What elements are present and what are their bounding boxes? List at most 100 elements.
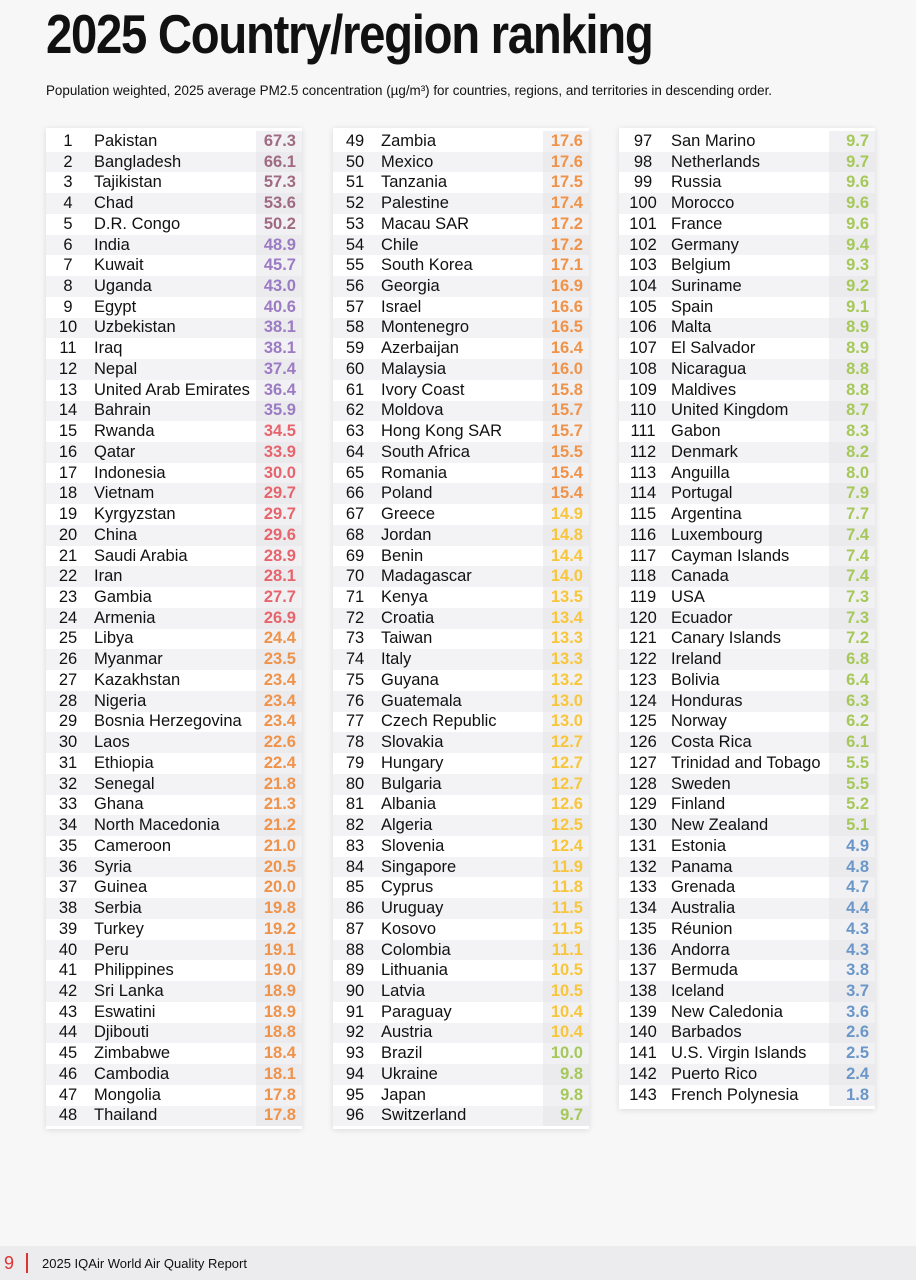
rank-cell: 38 bbox=[58, 899, 78, 918]
table-row: 3 Tajikistan 57.3 bbox=[46, 172, 302, 194]
rank-cell: 47 bbox=[58, 1085, 78, 1104]
rank-cell: 133 bbox=[629, 878, 657, 897]
rank-cell: 40 bbox=[58, 940, 78, 959]
table-row: 78 Slovakia 12.7 bbox=[333, 732, 589, 754]
table-row: 84 Singapore 11.9 bbox=[333, 856, 589, 878]
table-row: 106 Malta 8.9 bbox=[619, 317, 875, 339]
pm25-value: 10.4 bbox=[543, 1001, 589, 1023]
country-name: Sweden bbox=[671, 774, 731, 793]
table-row: 127 Trinidad and Tobago 5.5 bbox=[619, 753, 875, 774]
rank-cell: 117 bbox=[629, 546, 657, 565]
country-name: Pakistan bbox=[94, 131, 158, 150]
country-name: South Africa bbox=[381, 442, 470, 461]
table-row: 38 Serbia 19.8 bbox=[46, 898, 302, 919]
table-row: 123 Bolivia 6.4 bbox=[619, 670, 875, 691]
pm25-value: 15.8 bbox=[543, 379, 589, 401]
table-row: 57 Israel 16.6 bbox=[333, 296, 589, 318]
pm25-value: 1.8 bbox=[829, 1084, 875, 1106]
rank-cell: 13 bbox=[58, 380, 78, 399]
country-name: Japan bbox=[381, 1085, 426, 1104]
table-row: 77 Czech Republic 13.0 bbox=[333, 711, 589, 733]
country-name: Libya bbox=[94, 629, 134, 648]
rank-cell: 16 bbox=[58, 442, 78, 461]
table-row: 93 Brazil 10.0 bbox=[333, 1043, 589, 1065]
pm25-value: 10.5 bbox=[543, 960, 589, 982]
table-row: 118 Canada 7.4 bbox=[619, 566, 875, 588]
table-row: 75 Guyana 13.2 bbox=[333, 670, 589, 691]
table-row: 71 Kenya 13.5 bbox=[333, 587, 589, 608]
table-row: 124 Honduras 6.3 bbox=[619, 690, 875, 712]
country-name: Macau SAR bbox=[381, 214, 470, 233]
pm25-value: 66.1 bbox=[256, 151, 302, 173]
rank-cell: 8 bbox=[63, 277, 73, 295]
table-row: 128 Sweden 5.5 bbox=[619, 773, 875, 795]
table-row: 33 Ghana 21.3 bbox=[46, 794, 302, 816]
rank-cell: 71 bbox=[345, 588, 365, 607]
country-name: Bahrain bbox=[94, 401, 151, 420]
rank-cell: 114 bbox=[629, 484, 657, 503]
country-name: Gambia bbox=[94, 588, 152, 607]
table-row: 19 Kyrgyzstan 29.7 bbox=[46, 504, 302, 525]
country-name: Cyprus bbox=[381, 878, 434, 897]
country-name: Georgia bbox=[381, 277, 440, 295]
country-name: Canada bbox=[671, 567, 729, 586]
pm25-value: 6.3 bbox=[829, 690, 875, 712]
pm25-value: 9.8 bbox=[543, 1084, 589, 1106]
country-name: Turkey bbox=[94, 919, 144, 938]
rank-cell: 81 bbox=[345, 795, 365, 814]
rank-cell: 122 bbox=[629, 650, 657, 669]
pm25-value: 17.6 bbox=[543, 131, 589, 152]
table-row: 47 Mongolia 17.8 bbox=[46, 1084, 302, 1106]
pm25-value: 37.4 bbox=[256, 359, 302, 380]
table-row: 23 Gambia 27.7 bbox=[46, 587, 302, 608]
rank-cell: 130 bbox=[629, 816, 657, 835]
country-name: Nigeria bbox=[94, 691, 147, 710]
page-number: 9 bbox=[4, 1252, 15, 1273]
country-name: Gabon bbox=[671, 422, 721, 441]
rank-cell: 37 bbox=[58, 878, 78, 897]
rank-cell: 83 bbox=[345, 836, 365, 855]
pm25-value: 8.0 bbox=[829, 462, 875, 484]
pm25-value: 2.6 bbox=[829, 1022, 875, 1044]
table-row: 16 Qatar 33.9 bbox=[46, 442, 302, 463]
country-name: Nicaragua bbox=[671, 359, 747, 378]
rank-cell: 19 bbox=[58, 505, 78, 524]
country-name: French Polynesia bbox=[671, 1085, 799, 1104]
pm25-value: 13.3 bbox=[543, 628, 589, 650]
table-row: 98 Netherlands 9.7 bbox=[619, 151, 875, 173]
table-row: 31 Ethiopia 22.4 bbox=[46, 753, 302, 774]
country-name: Zimbabwe bbox=[94, 1044, 171, 1063]
rank-cell: 22 bbox=[58, 567, 78, 586]
footer-divider bbox=[26, 1253, 29, 1273]
country-name: Anguilla bbox=[671, 463, 730, 482]
table-row: 139 New Caledonia 3.6 bbox=[619, 1001, 875, 1023]
country-name: Bangladesh bbox=[94, 152, 182, 171]
country-name: Ghana bbox=[94, 795, 144, 814]
page-title: 2025 Country/region ranking bbox=[46, 3, 654, 65]
table-row: 86 Uruguay 11.5 bbox=[333, 898, 589, 919]
pm25-value: 9.1 bbox=[829, 296, 875, 318]
rank-cell: 45 bbox=[58, 1044, 78, 1063]
rank-cell: 93 bbox=[345, 1044, 365, 1063]
pm25-value: 7.2 bbox=[829, 628, 875, 650]
table-row: 51 Tanzania 17.5 bbox=[333, 172, 589, 194]
rank-cell: 120 bbox=[629, 608, 657, 627]
rank-cell: 68 bbox=[345, 525, 365, 544]
pm25-value: 14.0 bbox=[543, 566, 589, 588]
table-row: 68 Jordan 14.8 bbox=[333, 524, 589, 546]
country-name: Guinea bbox=[94, 878, 148, 897]
table-row: 2 Bangladesh 66.1 bbox=[46, 151, 302, 173]
rank-cell: 23 bbox=[58, 588, 78, 607]
table-row: 44 Djibouti 18.8 bbox=[46, 1022, 302, 1044]
country-name: India bbox=[94, 235, 130, 254]
table-row: 141 U.S. Virgin Islands 2.5 bbox=[619, 1043, 875, 1065]
table-row: 7 Kuwait 45.7 bbox=[46, 255, 302, 277]
rank-cell: 74 bbox=[345, 650, 365, 669]
rank-cell: 21 bbox=[58, 546, 78, 565]
ranking-column-1: 1 Pakistan 67.3 2 Bangladesh 66.1 3 Tajikistan 5… bbox=[46, 128, 302, 1130]
table-row: 103 Belgium 9.3 bbox=[619, 255, 875, 277]
rank-cell: 99 bbox=[633, 173, 653, 192]
pm25-value: 19.1 bbox=[256, 939, 302, 961]
rank-cell: 100 bbox=[629, 194, 657, 213]
pm25-value: 4.8 bbox=[829, 856, 875, 878]
